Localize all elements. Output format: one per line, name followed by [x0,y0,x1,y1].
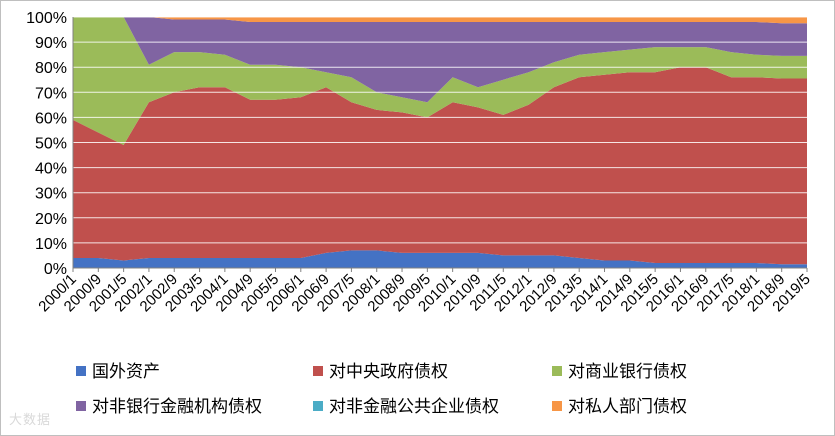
y-tick-labels: 0% 10% 20% 30% 40% 50% 60% 70% 80% 90% 100% [26,10,67,278]
area-layer [73,17,807,268]
legend-label-3: 对非银行金融机构债权 [92,397,262,417]
y-tick-label: 50% [35,136,67,153]
y-tick-label: 0% [44,261,67,278]
y-tick-label: 100% [26,10,67,27]
y-tick-label: 80% [35,60,67,77]
y-tick-label: 10% [35,236,67,253]
axes-layer [72,17,808,272]
grid-layer [73,16,807,244]
y-tick-label: 90% [35,35,67,52]
legend-label-1: 对中央政府债权 [329,362,448,382]
area-series-5 [73,17,807,24]
legend-swatch-2 [552,366,562,376]
legend-swatch-0 [76,366,86,376]
legend-swatch-3 [76,401,86,411]
legend-swatch-5 [552,401,562,411]
legend-swatch-4 [313,401,323,411]
area-series-0 [73,250,807,268]
area-series-1 [73,67,807,265]
watermark-text: 大数据 [9,413,52,428]
y-tick-label: 40% [35,161,67,178]
legend-label-5: 对私人部门债权 [568,397,687,417]
y-tick-label: 30% [35,186,67,203]
legend-label-2: 对商业银行债权 [568,362,687,382]
x-tick-labels: 2000/12000/92001/52002/12002/92003/52004… [35,271,813,315]
y-tick-label: 70% [35,85,67,102]
legend-swatch-1 [313,366,323,376]
y-tick-label: 20% [35,211,67,228]
y-tick-label: 60% [35,110,67,127]
legend-label-0: 国外资产 [92,362,160,382]
legend-label-4: 对非金融公共企业债权 [329,397,499,417]
area-series-3 [73,17,807,103]
area-series-2 [73,17,807,145]
